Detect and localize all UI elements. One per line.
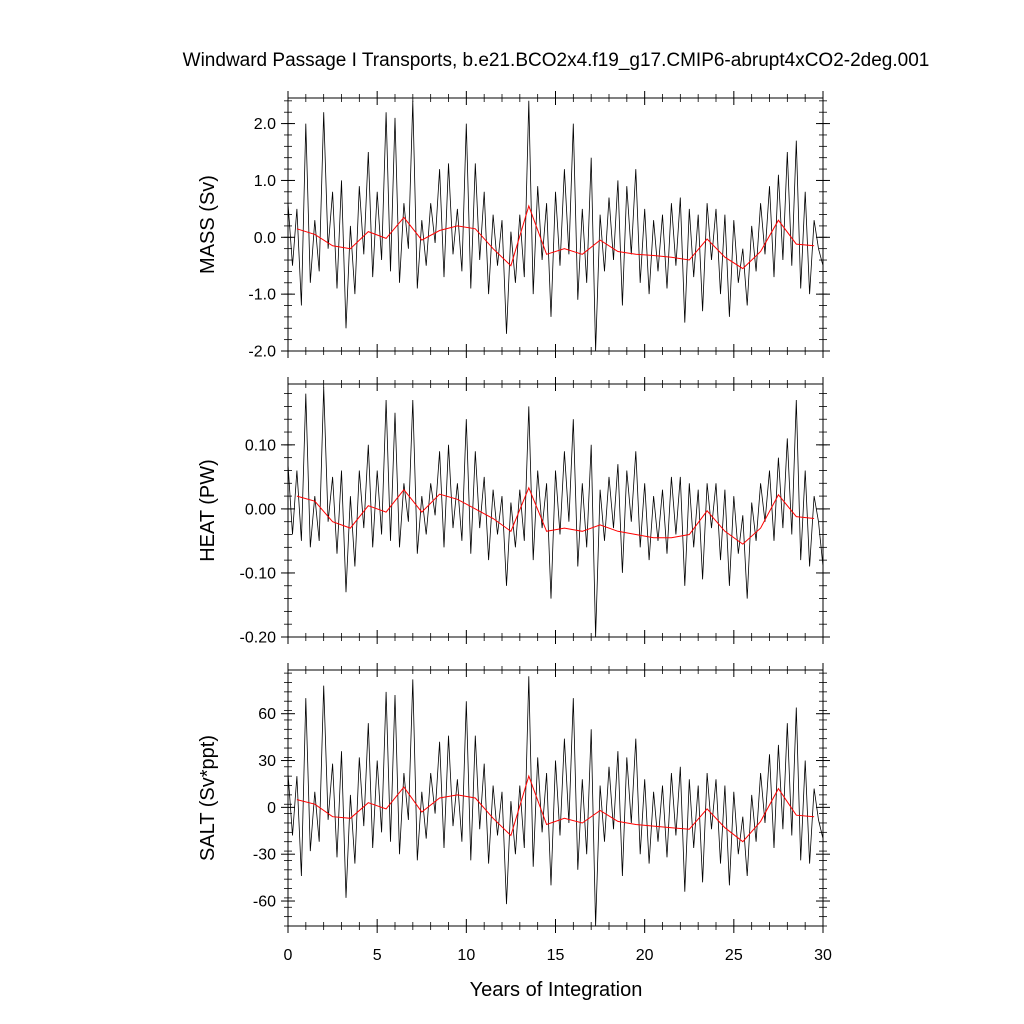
x-tick-label: 0 <box>284 947 293 964</box>
mass-y-tick-label: 2.0 <box>254 116 276 133</box>
mass-frame <box>287 97 824 352</box>
x-tick-label: 25 <box>725 947 743 964</box>
x-tick-label: 10 <box>457 947 475 964</box>
salt-annual-series <box>296 774 815 843</box>
mass-y-tick-label: 1.0 <box>254 173 276 190</box>
salt-y-tick-label: -30 <box>253 847 276 864</box>
salt-y-tick-label: 60 <box>258 706 276 723</box>
heat-y-tick-label: 0.00 <box>245 501 276 518</box>
salt-y-tick-label: -60 <box>253 894 276 911</box>
heat-annual-series <box>296 486 815 545</box>
mass-y-tick-label: -1.0 <box>248 287 276 304</box>
mass-y-tick-label: 0.0 <box>254 230 276 247</box>
salt-y-axis-label: SALT (Sv*ppt) <box>197 735 219 861</box>
heat-y-tick-label: 0.10 <box>245 437 276 454</box>
heat-y-tick-label: -0.10 <box>240 565 277 582</box>
heat-monthly-series <box>287 387 824 638</box>
x-tick-label: 15 <box>547 947 565 964</box>
salt-y-tick-label: 30 <box>258 753 276 770</box>
heat-y-axis-label: HEAT (PW) <box>197 459 219 562</box>
x-tick-label: 5 <box>373 947 382 964</box>
salt-monthly-series <box>287 676 824 927</box>
mass-y-axis-label: MASS (Sv) <box>197 175 219 274</box>
mass-annual-series <box>296 204 815 270</box>
chart-title: Windward Passage I Transports, b.e21.BCO… <box>183 50 930 71</box>
salt-y-tick-label: 0 <box>267 800 276 817</box>
x-axis-label: Years of Integration <box>470 979 643 1001</box>
x-tick-label: 30 <box>814 947 832 964</box>
salt-frame <box>287 669 824 927</box>
panel-salt: 0 5 10 15 20 25 30 -60 -30 0 30 60 SALT (Sv*ppt) <box>197 663 832 964</box>
heat-frame <box>287 383 824 638</box>
mass-monthly-series <box>287 100 824 352</box>
panels: -2.0 -1.0 0.0 1.0 2.0 MASS (Sv) -0.20 -0.10 0.00… <box>197 91 832 964</box>
panel-heat: -0.20 -0.10 0.00 0.10 HEAT (PW) <box>197 377 830 647</box>
x-tick-label: 20 <box>636 947 654 964</box>
panel-mass: -2.0 -1.0 0.0 1.0 2.0 MASS (Sv) <box>197 91 830 361</box>
heat-y-tick-label: -0.20 <box>240 630 277 647</box>
mass-y-tick-label: -2.0 <box>248 344 276 361</box>
